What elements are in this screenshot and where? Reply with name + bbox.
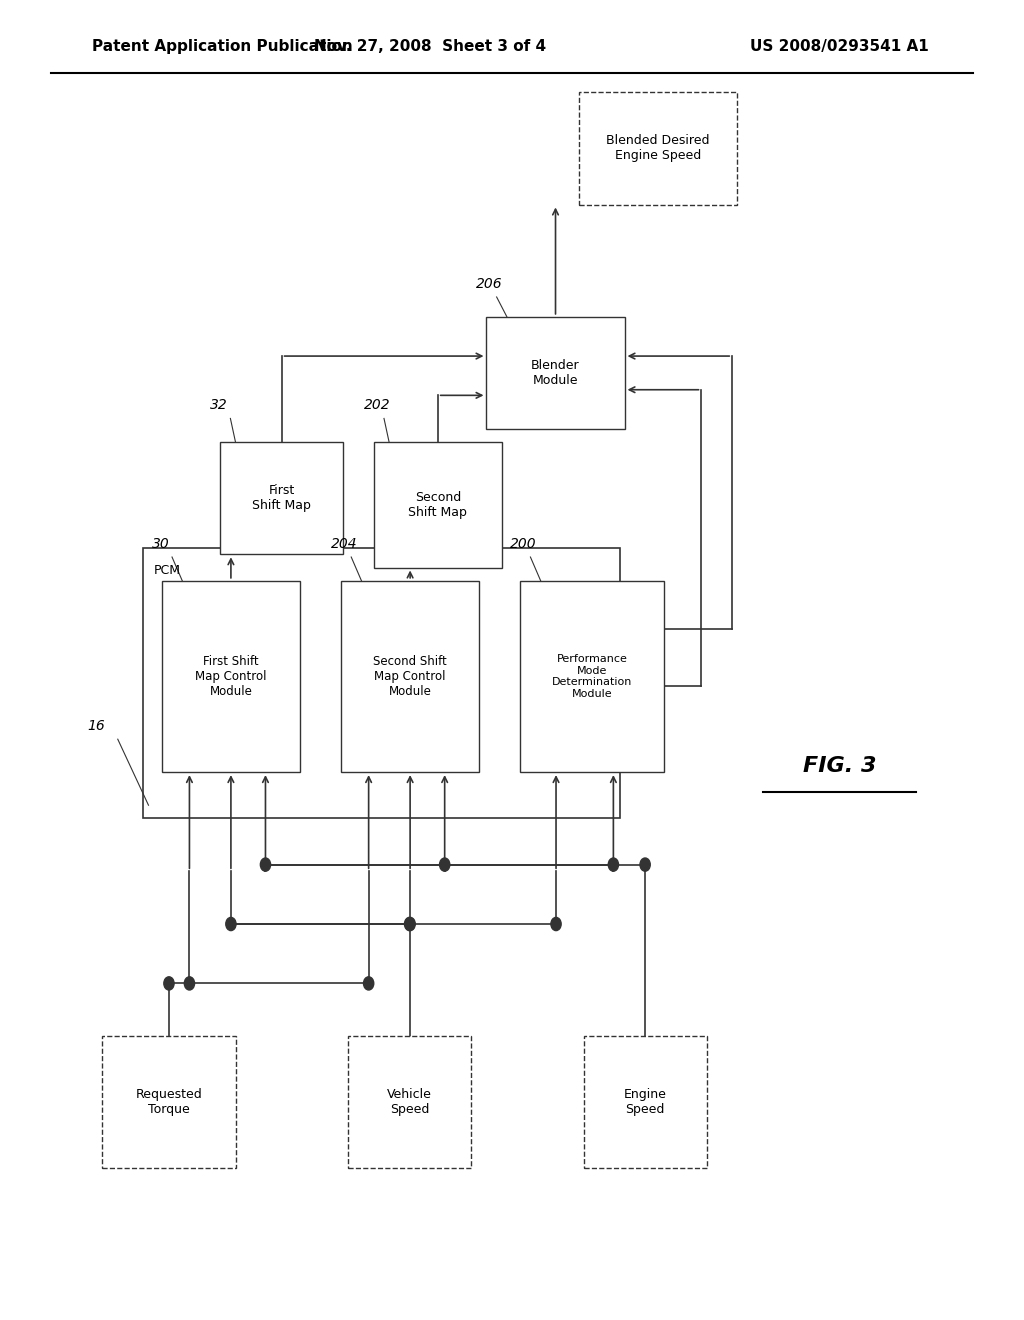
FancyBboxPatch shape: [162, 581, 300, 772]
Circle shape: [608, 858, 618, 871]
Text: Patent Application Publication: Patent Application Publication: [92, 38, 353, 54]
Circle shape: [551, 917, 561, 931]
FancyBboxPatch shape: [374, 442, 502, 568]
Text: Blender
Module: Blender Module: [531, 359, 580, 387]
FancyBboxPatch shape: [220, 442, 343, 554]
Text: PCM: PCM: [154, 564, 180, 577]
Text: Second Shift
Map Control
Module: Second Shift Map Control Module: [373, 655, 447, 698]
Circle shape: [640, 858, 650, 871]
Text: 32: 32: [210, 399, 227, 412]
Circle shape: [184, 977, 195, 990]
FancyBboxPatch shape: [341, 581, 479, 772]
Text: Engine
Speed: Engine Speed: [624, 1088, 667, 1117]
Text: Nov. 27, 2008  Sheet 3 of 4: Nov. 27, 2008 Sheet 3 of 4: [314, 38, 546, 54]
FancyBboxPatch shape: [486, 317, 625, 429]
Circle shape: [404, 917, 415, 931]
FancyBboxPatch shape: [102, 1036, 236, 1168]
Text: FIG. 3: FIG. 3: [803, 755, 877, 776]
Text: 206: 206: [476, 277, 503, 290]
Text: Second
Shift Map: Second Shift Map: [409, 491, 467, 519]
FancyBboxPatch shape: [520, 581, 664, 772]
Text: 200: 200: [510, 537, 537, 550]
Circle shape: [225, 917, 236, 931]
Text: First Shift
Map Control
Module: First Shift Map Control Module: [196, 655, 266, 698]
Circle shape: [364, 977, 374, 990]
Text: Blended Desired
Engine Speed: Blended Desired Engine Speed: [606, 135, 710, 162]
Text: US 2008/0293541 A1: US 2008/0293541 A1: [751, 38, 929, 54]
Text: 30: 30: [152, 537, 169, 550]
Circle shape: [260, 858, 270, 871]
Text: 204: 204: [331, 537, 357, 550]
Text: Vehicle
Speed: Vehicle Speed: [387, 1088, 432, 1117]
Text: First
Shift Map: First Shift Map: [252, 484, 311, 512]
FancyBboxPatch shape: [348, 1036, 471, 1168]
FancyBboxPatch shape: [579, 92, 737, 205]
Circle shape: [164, 977, 174, 990]
Text: 16: 16: [87, 719, 104, 733]
FancyBboxPatch shape: [584, 1036, 707, 1168]
Circle shape: [439, 858, 450, 871]
Text: Requested
Torque: Requested Torque: [135, 1088, 203, 1117]
Circle shape: [406, 917, 416, 931]
Text: Performance
Mode
Determination
Module: Performance Mode Determination Module: [552, 655, 632, 698]
Text: 202: 202: [364, 399, 390, 412]
